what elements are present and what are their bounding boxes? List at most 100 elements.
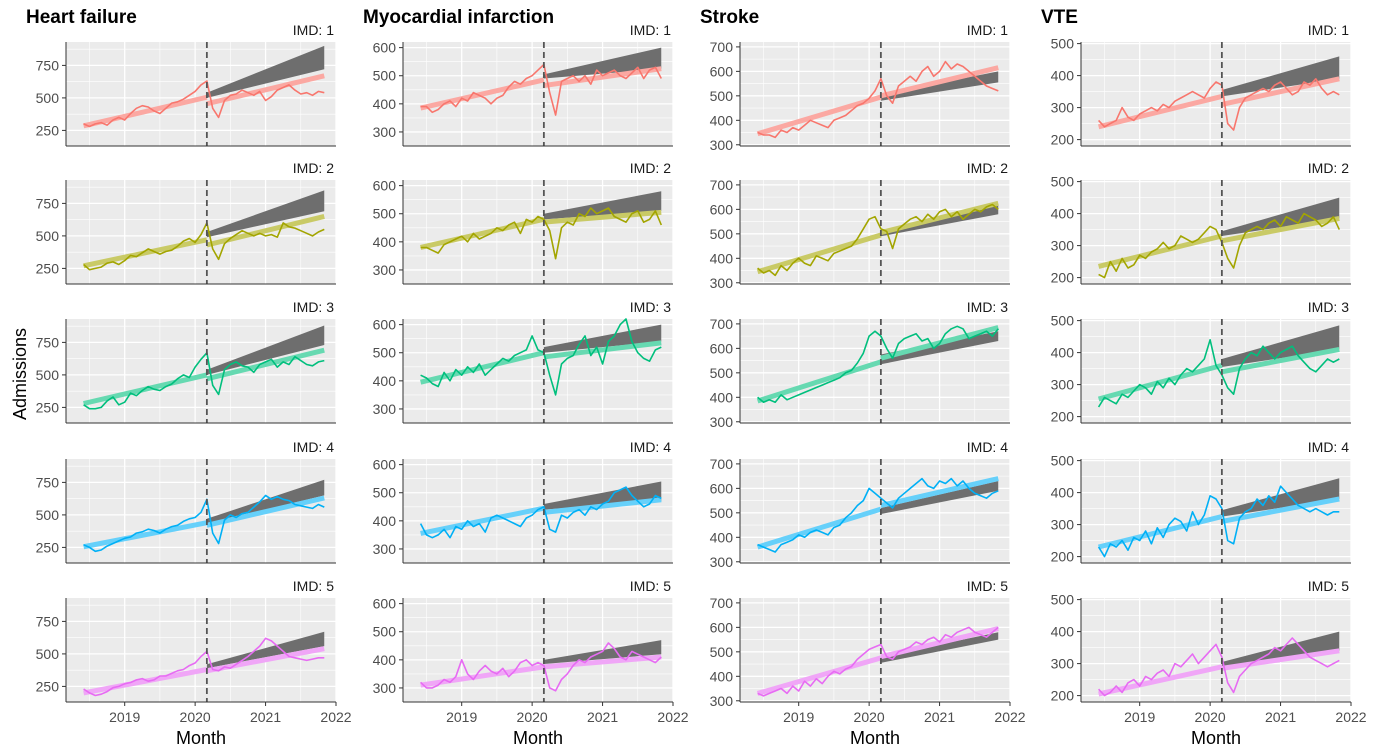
counterfactual-ribbon xyxy=(206,479,325,524)
fitted-trend-pre xyxy=(83,237,208,269)
x-axis-label: Month xyxy=(176,728,226,748)
y-tick-label: 500 xyxy=(36,228,60,244)
x-tick-label: 2022 xyxy=(657,709,688,725)
y-tick-label: 500 xyxy=(36,646,60,662)
fitted-trend-post xyxy=(206,495,325,528)
observed-series xyxy=(757,203,999,277)
y-tick-label: 250 xyxy=(36,539,60,555)
y-tick-label: 200 xyxy=(1051,132,1075,148)
row-label: IMD: 4 xyxy=(630,439,671,455)
fitted-trend-post xyxy=(543,497,662,515)
row-label: IMD: 3 xyxy=(293,299,334,315)
panel-background xyxy=(66,319,336,423)
y-tick-label: 300 xyxy=(710,137,734,153)
observed-series xyxy=(83,494,325,553)
panel-background xyxy=(1081,180,1351,284)
observed-series xyxy=(83,637,325,697)
y-tick-label: 400 xyxy=(373,96,397,112)
y-tick-label: 600 xyxy=(373,596,397,612)
y-tick-label: 250 xyxy=(36,399,60,415)
facet-panel: 300 400 500 600 IMD: 4 xyxy=(373,439,674,564)
facet-panel: 300 400 500 600 700 IMD: 3 xyxy=(710,299,1011,430)
counterfactual-ribbon xyxy=(543,324,662,353)
observed-series xyxy=(420,207,663,260)
observed-series xyxy=(757,626,999,697)
observed-series xyxy=(83,80,325,128)
y-tick-label: 600 xyxy=(373,40,397,56)
row-label: IMD: 4 xyxy=(967,439,1008,455)
y-tick-label: 400 xyxy=(710,389,734,405)
y-tick-label: 600 xyxy=(373,457,397,473)
y-tick-label: 500 xyxy=(710,88,734,104)
panel-grid: Heart failure 250 500 750 IMD: 1 250 500 750 IMD… xyxy=(26,7,1367,748)
facet-panel: 300 400 500 600 700 IMD: 1 xyxy=(710,22,1011,153)
fitted-trend-post xyxy=(1221,648,1340,671)
panel-column-1: Heart failure 250 500 750 IMD: 1 250 500 750 IMD… xyxy=(26,7,352,748)
counterfactual-ribbon xyxy=(880,331,999,365)
y-tick-label: 500 xyxy=(1051,453,1075,469)
y-tick-label: 700 xyxy=(710,316,734,332)
y-tick-label: 300 xyxy=(373,401,397,417)
row-label: IMD: 5 xyxy=(630,578,671,594)
row-label: IMD: 4 xyxy=(293,439,334,455)
facet-panel: 300 400 500 600 IMD: 1 xyxy=(373,22,674,147)
fitted-trend-post xyxy=(1221,496,1340,524)
x-tick-label: 2019 xyxy=(783,709,814,725)
facet-panel: 300 400 500 600 700 IMD: 4 xyxy=(710,439,1011,570)
y-tick-label: 300 xyxy=(710,414,734,430)
y-tick-label: 200 xyxy=(1051,270,1075,286)
fitted-trend-post xyxy=(1221,76,1340,107)
fitted-trend-pre xyxy=(1098,93,1223,130)
x-tick-label: 2021 xyxy=(1265,709,1296,725)
panel-background xyxy=(740,180,1010,284)
y-tick-label: 300 xyxy=(710,554,734,570)
y-tick-label: 750 xyxy=(36,474,60,490)
row-label: IMD: 3 xyxy=(1308,299,1349,315)
row-label: IMD: 1 xyxy=(967,22,1008,38)
y-tick-label: 500 xyxy=(1051,36,1075,52)
y-tick-label: 400 xyxy=(710,250,734,266)
x-axis-label: Month xyxy=(850,728,900,748)
panel-title: Myocardial infarction xyxy=(363,7,554,28)
fitted-trend-pre xyxy=(420,505,545,536)
row-label: IMD: 3 xyxy=(630,299,671,315)
fitted-trend-pre xyxy=(756,506,882,550)
x-axis-label: Month xyxy=(1191,728,1241,748)
y-tick-label: 600 xyxy=(710,619,734,635)
y-tick-label: 500 xyxy=(1051,313,1075,329)
facet-panel: 300 400 500 600 700 IMD: 5 xyxy=(710,578,1011,709)
observed-series xyxy=(757,325,999,404)
panel-background xyxy=(66,180,336,284)
row-label: IMD: 1 xyxy=(293,22,334,38)
observed-series xyxy=(1098,637,1340,697)
y-tick-label: 600 xyxy=(373,317,397,333)
y-tick-label: 200 xyxy=(1051,409,1075,425)
observed-series xyxy=(420,318,662,396)
fitted-trend-pre xyxy=(756,359,882,404)
x-axis-label: Month xyxy=(513,728,563,748)
y-tick-label: 600 xyxy=(710,201,734,217)
y-tick-label: 400 xyxy=(373,513,397,529)
observed-series xyxy=(420,63,663,116)
facet-panel: 250 500 750 IMD: 5 xyxy=(36,578,337,703)
panel-column-3: Stroke 300 400 500 600 700 IMD: 1 300 400 500 600 7… xyxy=(700,7,1026,748)
x-tick-label: 2019 xyxy=(1124,709,1155,725)
y-tick-label: 750 xyxy=(36,195,60,211)
fitted-trend-post xyxy=(880,476,999,508)
observed-series xyxy=(1097,485,1340,558)
y-tick-label: 300 xyxy=(1051,100,1075,116)
y-tick-label: 400 xyxy=(373,234,397,250)
y-tick-label: 300 xyxy=(373,262,397,278)
y-tick-label: 400 xyxy=(1051,68,1075,84)
y-tick-label: 750 xyxy=(36,57,60,73)
y-tick-label: 500 xyxy=(710,226,734,242)
y-tick-label: 300 xyxy=(710,693,734,709)
y-tick-label: 500 xyxy=(373,206,397,222)
facet-panel: 250 500 750 IMD: 3 xyxy=(36,299,337,424)
x-tick-label: 2022 xyxy=(320,709,351,725)
x-tick-label: 2021 xyxy=(250,709,281,725)
row-label: IMD: 1 xyxy=(630,22,671,38)
facet-panel: 250 500 750 IMD: 4 xyxy=(36,439,337,564)
y-tick-label: 600 xyxy=(710,63,734,79)
y-tick-label: 200 xyxy=(1051,549,1075,565)
